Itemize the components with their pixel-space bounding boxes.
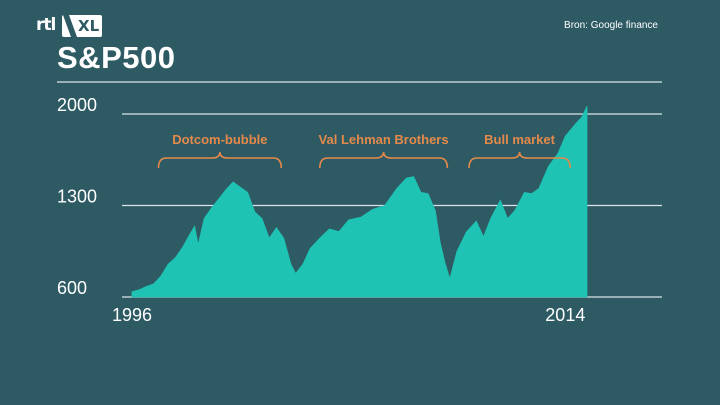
y-tick-label-1300: 1300 [57,187,97,207]
annotation-label-2: Bull market [484,132,555,147]
rtl-xl-logo: rtl XL [36,14,103,40]
annotation-label-1: Val Lehman Brothers [319,132,449,147]
annotation-label-0: Dotcom-bubble [172,132,267,147]
chart-title: S&P500 [57,40,176,75]
area-series-0 [131,106,588,298]
annotation-brace-0 [157,151,283,169]
source-label: Bron: Google finance [564,20,658,31]
annotations: Dotcom-bubble Val Lehman Brothers Bull mar… [157,132,571,169]
series-area [131,106,588,298]
y-tick-label-600: 600 [57,278,87,298]
x-tick-label-1996: 1996 [112,305,152,325]
x-tick-label-2014: 2014 [545,305,585,325]
tick-labels: 2000 1300 600 1996 2014 [57,95,585,325]
annotation-brace-2 [468,151,571,169]
logo-xl-text: XL [62,15,103,37]
y-tick-label-2000: 2000 [57,95,97,115]
annotation-brace-1 [318,151,449,169]
logo-slash-icon [63,15,77,37]
logo-rtl-text: rtl [36,15,56,35]
